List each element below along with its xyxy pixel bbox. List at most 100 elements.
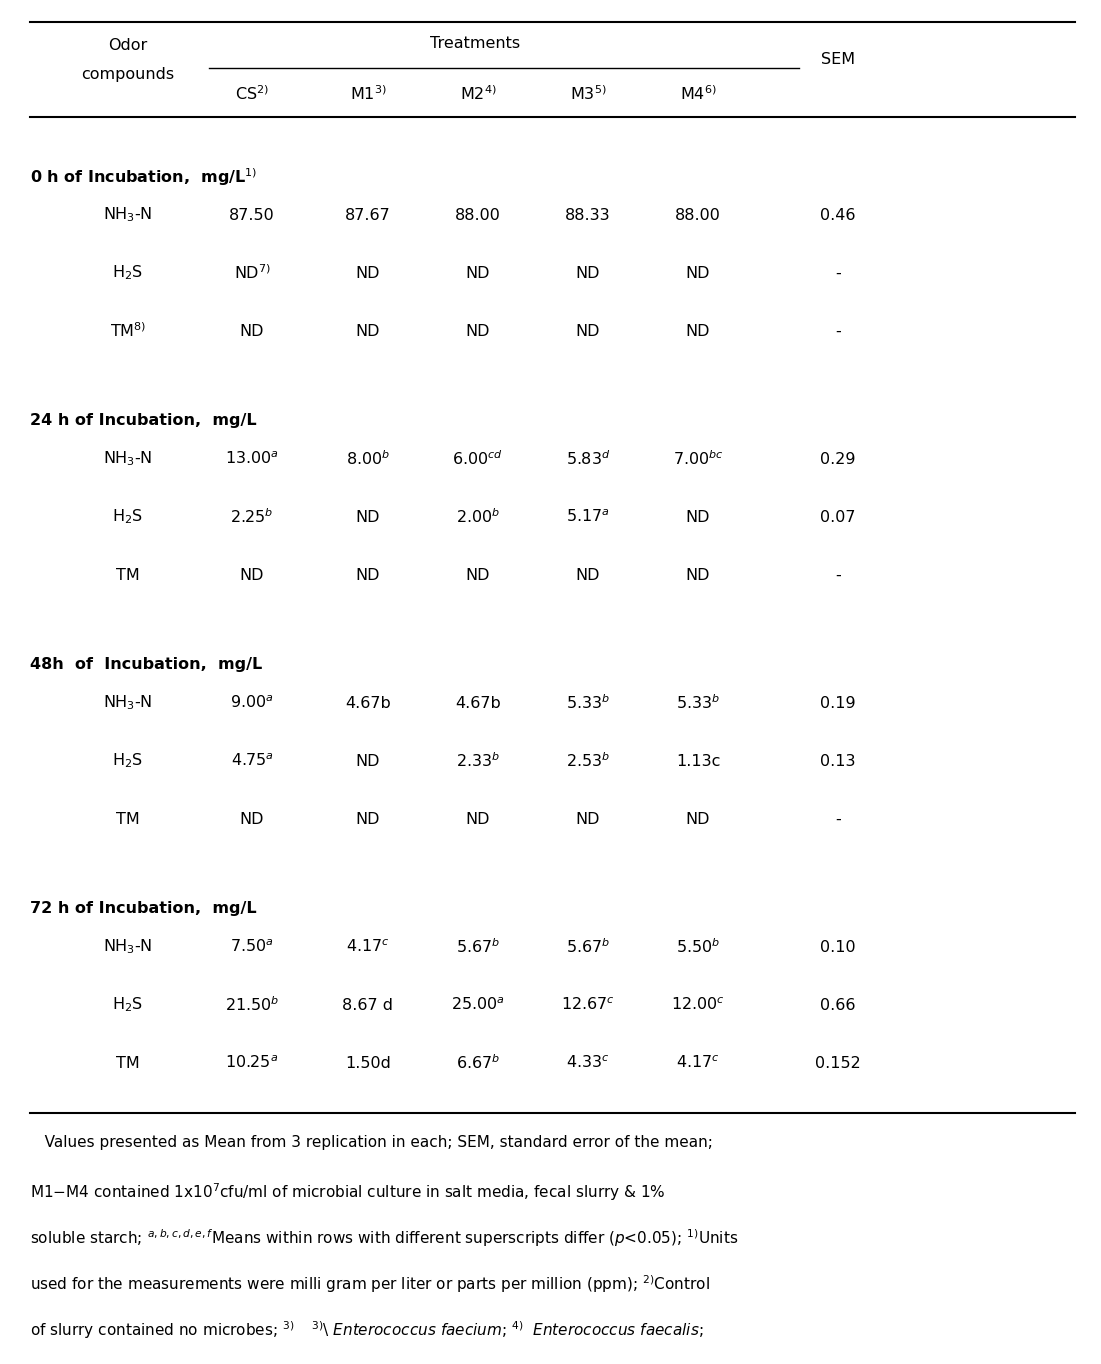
Text: NH$_3$-N: NH$_3$-N [103, 694, 153, 712]
Text: 1.13c: 1.13c [676, 753, 720, 768]
Text: NH$_3$-N: NH$_3$-N [103, 206, 153, 224]
Text: H$_2$S: H$_2$S [112, 752, 143, 771]
Text: SEM: SEM [821, 52, 855, 67]
Text: ND: ND [356, 753, 380, 768]
Text: 72 h of Incubation,  mg/L: 72 h of Incubation, mg/L [30, 902, 257, 917]
Text: used for the measurements were milli gram per liter or parts per million (ppm); : used for the measurements were milli gra… [30, 1273, 710, 1294]
Text: 4.17$^{c}$: 4.17$^{c}$ [346, 938, 390, 955]
Text: 5.33$^{b}$: 5.33$^{b}$ [676, 694, 720, 712]
Text: Values presented as Mean from 3 replication in each; SEM, standard error of the : Values presented as Mean from 3 replicat… [30, 1135, 712, 1150]
Text: 0.19: 0.19 [820, 696, 855, 711]
Text: 1.50d: 1.50d [345, 1056, 391, 1071]
Text: 88.00: 88.00 [455, 207, 501, 222]
Text: 25.00$^{a}$: 25.00$^{a}$ [451, 997, 505, 1013]
Text: 0.07: 0.07 [820, 510, 855, 525]
Text: 0.152: 0.152 [815, 1056, 861, 1071]
Text: ND: ND [466, 266, 490, 281]
Text: TM: TM [116, 567, 140, 582]
Text: ND: ND [356, 510, 380, 525]
Text: ND: ND [576, 323, 600, 338]
Text: 6.00$^{cd}$: 6.00$^{cd}$ [453, 450, 503, 468]
Text: 0.46: 0.46 [820, 207, 855, 222]
Text: M2$^{4)}$: M2$^{4)}$ [459, 85, 497, 104]
Text: 0.13: 0.13 [820, 753, 855, 768]
Text: 2.53$^{b}$: 2.53$^{b}$ [566, 752, 610, 771]
Text: ND: ND [356, 323, 380, 338]
Text: compounds: compounds [81, 67, 175, 82]
Text: ND: ND [686, 812, 710, 827]
Text: ND: ND [240, 812, 264, 827]
Text: 4.33$^{c}$: 4.33$^{c}$ [566, 1054, 610, 1071]
Text: 21.50$^{b}$: 21.50$^{b}$ [225, 996, 280, 1015]
Text: H$_2$S: H$_2$S [112, 263, 143, 282]
Text: M4$^{6)}$: M4$^{6)}$ [679, 85, 717, 104]
Text: 8.67 d: 8.67 d [342, 997, 393, 1012]
Text: 5.67$^{b}$: 5.67$^{b}$ [566, 937, 610, 956]
Text: ND: ND [576, 266, 600, 281]
Text: 4.75$^{a}$: 4.75$^{a}$ [231, 753, 273, 769]
Text: 10.25$^{a}$: 10.25$^{a}$ [226, 1054, 279, 1071]
Text: M1$^{3)}$: M1$^{3)}$ [350, 85, 386, 104]
Text: CS$^{2)}$: CS$^{2)}$ [235, 85, 269, 104]
Text: 2.00$^{b}$: 2.00$^{b}$ [456, 507, 500, 527]
Text: TM: TM [116, 812, 140, 827]
Text: 0.66: 0.66 [820, 997, 855, 1012]
Text: Treatments: Treatments [429, 35, 520, 50]
Text: 87.67: 87.67 [345, 207, 391, 222]
Text: 88.33: 88.33 [565, 207, 611, 222]
Text: 4.67b: 4.67b [345, 696, 391, 711]
Text: 4.67b: 4.67b [455, 696, 501, 711]
Text: 5.17$^{a}$: 5.17$^{a}$ [566, 509, 610, 525]
Text: 24 h of Incubation,  mg/L: 24 h of Incubation, mg/L [30, 413, 257, 428]
Text: 4.17$^{c}$: 4.17$^{c}$ [676, 1054, 720, 1071]
Text: -: - [836, 323, 841, 338]
Text: ND: ND [466, 567, 490, 582]
Text: M1−M4 contained 1x10$^7$cfu/ml of microbial culture in salt media, fecal slurry : M1−M4 contained 1x10$^7$cfu/ml of microb… [30, 1181, 666, 1203]
Text: H$_2$S: H$_2$S [112, 507, 143, 527]
Text: 88.00: 88.00 [675, 207, 721, 222]
Text: NH$_3$-N: NH$_3$-N [103, 937, 153, 956]
Text: 5.33$^{b}$: 5.33$^{b}$ [566, 694, 610, 712]
Text: ND: ND [686, 266, 710, 281]
Text: 6.67$^{b}$: 6.67$^{b}$ [456, 1053, 500, 1072]
Text: -: - [836, 812, 841, 827]
Text: ND: ND [686, 510, 710, 525]
Text: ND: ND [466, 812, 490, 827]
Text: $^{3)}$\ $\it{Enterococcus\ faecium}$; $^{4)}$  $\it{Enterococcus\ faecalis}$;: $^{3)}$\ $\it{Enterococcus\ faecium}$; $… [30, 1319, 704, 1339]
Text: ND: ND [576, 812, 600, 827]
Text: 7.50$^{a}$: 7.50$^{a}$ [230, 938, 274, 955]
Text: 0.29: 0.29 [820, 451, 855, 466]
Text: ND: ND [686, 323, 710, 338]
Text: 7.00$^{bc}$: 7.00$^{bc}$ [673, 450, 723, 468]
Text: ND: ND [356, 812, 380, 827]
Text: 2.25$^{b}$: 2.25$^{b}$ [230, 507, 274, 527]
Text: TM: TM [116, 1056, 140, 1071]
Text: 2.33$^{b}$: 2.33$^{b}$ [456, 752, 500, 771]
Text: 87.50: 87.50 [229, 207, 275, 222]
Text: ND: ND [466, 323, 490, 338]
Text: ND: ND [356, 266, 380, 281]
Text: soluble starch; $^{a,b,c,d,e,f}$Means within rows with different superscripts di: soluble starch; $^{a,b,c,d,e,f}$Means wi… [30, 1228, 739, 1248]
Text: ND: ND [686, 567, 710, 582]
Text: 5.50$^{b}$: 5.50$^{b}$ [676, 937, 720, 956]
Text: -: - [836, 567, 841, 582]
Text: ND: ND [240, 567, 264, 582]
Text: H$_2$S: H$_2$S [112, 996, 143, 1015]
Text: 48h  of  Incubation,  mg/L: 48h of Incubation, mg/L [30, 657, 262, 672]
Text: 0 h of Incubation,  mg/L$^{1)}$: 0 h of Incubation, mg/L$^{1)}$ [30, 166, 258, 188]
Text: ND$^{7)}$: ND$^{7)}$ [233, 263, 271, 282]
Text: 0.10: 0.10 [820, 940, 855, 955]
Text: 8.00$^{b}$: 8.00$^{b}$ [346, 450, 390, 468]
Text: 13.00$^{a}$: 13.00$^{a}$ [225, 450, 279, 468]
Text: 5.83$^{d}$: 5.83$^{d}$ [566, 450, 610, 468]
Text: ND: ND [240, 323, 264, 338]
Text: 5.67$^{b}$: 5.67$^{b}$ [456, 937, 500, 956]
Text: 12.67$^{c}$: 12.67$^{c}$ [562, 997, 615, 1013]
Text: M3$^{5)}$: M3$^{5)}$ [569, 85, 607, 104]
Text: Odor: Odor [108, 38, 148, 53]
Text: ND: ND [356, 567, 380, 582]
Text: ND: ND [576, 567, 600, 582]
Text: of slurry contained no microbes; $^{3)}$: of slurry contained no microbes; $^{3)}$ [30, 1319, 294, 1341]
Text: 12.00$^{c}$: 12.00$^{c}$ [671, 997, 724, 1013]
Text: -: - [836, 266, 841, 281]
